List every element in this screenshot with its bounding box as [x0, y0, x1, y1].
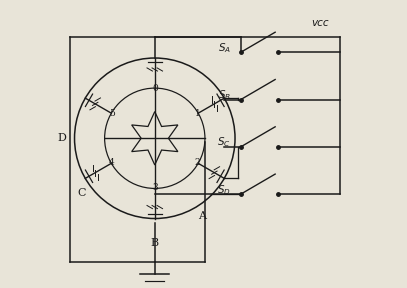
- Text: B: B: [151, 238, 159, 248]
- Text: D: D: [57, 133, 66, 143]
- Text: 5: 5: [109, 109, 115, 118]
- Text: $S_A$: $S_A$: [218, 41, 231, 55]
- Text: C: C: [77, 188, 86, 198]
- Text: 4: 4: [109, 158, 115, 167]
- Text: A: A: [198, 211, 206, 221]
- Text: 3: 3: [152, 183, 158, 192]
- Text: $S_B$: $S_B$: [218, 88, 231, 102]
- Text: 0: 0: [152, 84, 158, 93]
- Text: 2: 2: [195, 158, 200, 167]
- Text: $S_C$: $S_C$: [217, 136, 231, 149]
- Text: 1: 1: [195, 109, 200, 118]
- Text: vcc: vcc: [311, 18, 328, 28]
- Text: $S_D$: $S_D$: [217, 183, 231, 197]
